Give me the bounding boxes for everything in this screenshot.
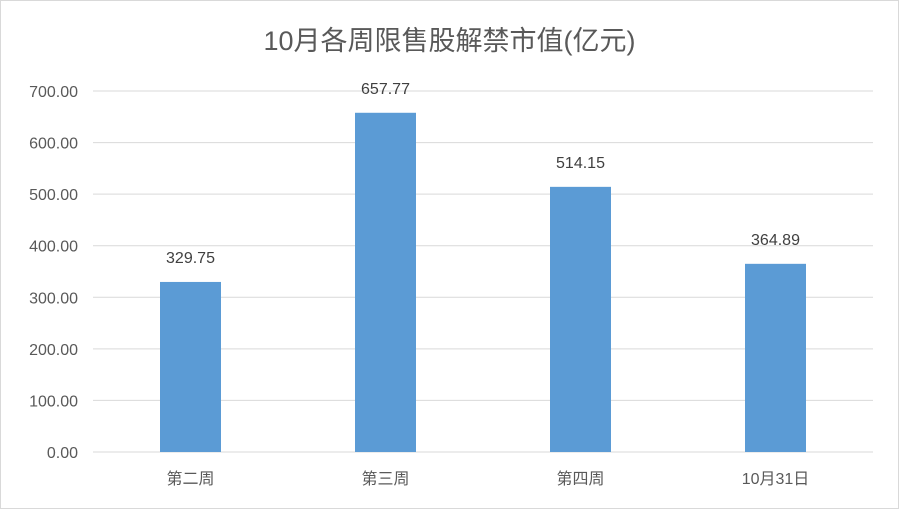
gridlines xyxy=(93,90,873,453)
bar xyxy=(355,112,416,452)
x-tick-label: 第三周 xyxy=(361,470,409,488)
y-tick-label: 700.00 xyxy=(29,84,78,101)
y-axis: 0.00 100.00 200.00 300.00 400.00 500.00 600.00… xyxy=(29,84,78,462)
bars xyxy=(160,112,806,452)
bar xyxy=(745,263,806,452)
y-tick-label: 300.00 xyxy=(29,290,78,307)
data-label: 329.75 xyxy=(166,250,215,267)
chart-title: 10月各周限售股解禁市值(亿元) xyxy=(263,26,636,56)
bar xyxy=(160,281,221,452)
data-label: 657.77 xyxy=(361,81,410,98)
y-tick-label: 600.00 xyxy=(29,136,78,153)
y-tick-label: 200.00 xyxy=(29,342,78,359)
x-axis: 第二周 第三周 第四周 10月31日 xyxy=(166,470,809,488)
y-tick-label: 100.00 xyxy=(29,393,78,410)
data-label: 364.89 xyxy=(751,232,800,249)
x-tick-label: 第四周 xyxy=(556,470,604,488)
data-labels: 329.75 657.77 514.15 364.89 xyxy=(166,81,800,267)
x-tick-label: 第二周 xyxy=(166,470,214,488)
x-tick-label: 10月31日 xyxy=(742,471,810,488)
data-label: 514.15 xyxy=(556,155,605,172)
y-tick-label: 400.00 xyxy=(29,239,78,256)
y-tick-label: 500.00 xyxy=(29,187,78,204)
y-tick-label: 0.00 xyxy=(47,445,78,462)
bar xyxy=(550,186,611,452)
